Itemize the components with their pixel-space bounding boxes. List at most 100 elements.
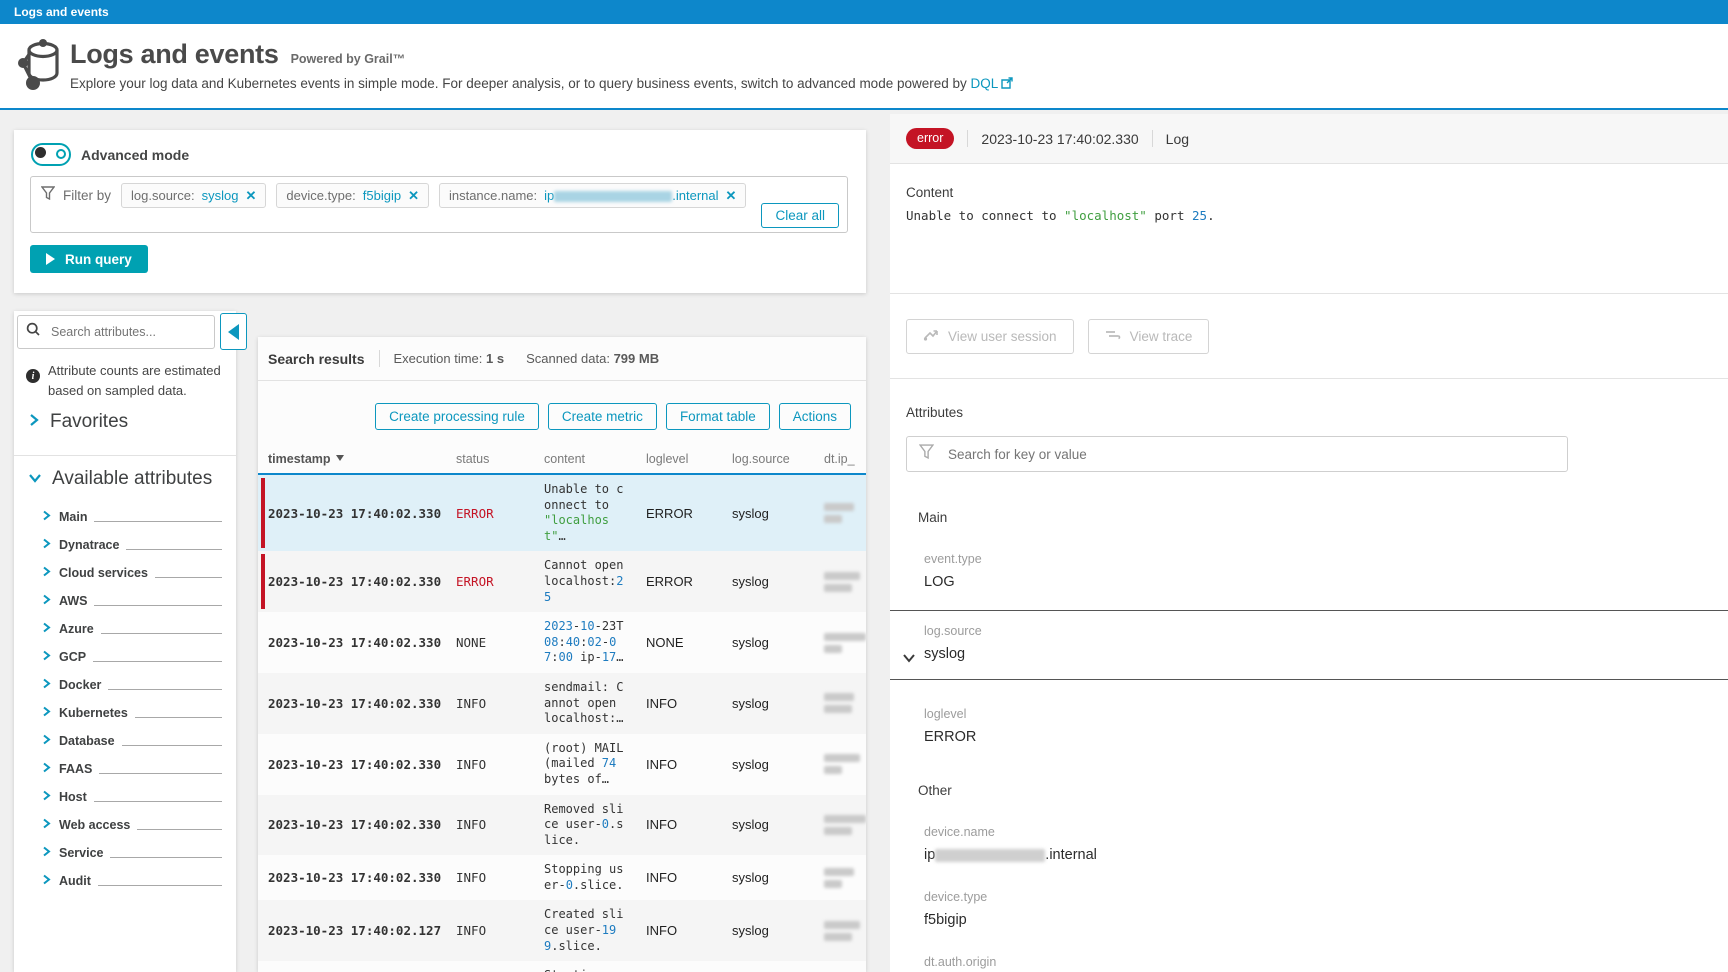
results-toolbar: Create processing rule Create metric Forma… xyxy=(258,381,866,430)
table-row[interactable]: 2023-10-23 17:40:02.330INFORemoved slice… xyxy=(258,795,866,856)
detail-timestamp: 2023-10-23 17:40:02.330 xyxy=(981,131,1138,147)
chevron-down-icon[interactable] xyxy=(902,651,916,669)
redacted-value xyxy=(824,827,852,835)
filter-chip-instance-name[interactable]: instance.name: ip.internal ✕ xyxy=(439,183,746,208)
cell-dt-ip-redacted xyxy=(824,572,866,592)
attribute-group-audit[interactable]: Audit xyxy=(14,867,236,895)
table-row[interactable]: 2023-10-23 17:40:02.127INFOCreated slice… xyxy=(258,900,866,961)
attribute-group-dynatrace[interactable]: Dynatrace xyxy=(14,531,236,559)
attribute-group-label: Database xyxy=(59,734,115,748)
table-row[interactable]: 2023-10-23 17:40:02.127INFOStarting user… xyxy=(258,961,866,972)
play-icon xyxy=(46,253,55,265)
create-metric-button[interactable]: Create metric xyxy=(548,403,657,430)
run-query-button[interactable]: Run query xyxy=(30,245,148,273)
attribute-item-dt-auth-origin[interactable]: dt.auth.origindt0c01.W xyxy=(924,955,1728,972)
filter-box[interactable]: Filter by log.source:syslog✕device.type:… xyxy=(30,176,848,233)
favorites-section-toggle[interactable]: Favorites xyxy=(28,411,128,433)
text-token: : xyxy=(558,635,565,649)
remove-filter-icon[interactable]: ✕ xyxy=(245,189,256,202)
cell-logsource: syslog xyxy=(732,696,824,711)
redacted-value xyxy=(824,880,842,888)
table-row[interactable]: 2023-10-23 17:40:02.330NONE2023-10-23T08… xyxy=(258,612,866,673)
actions-button[interactable]: Actions xyxy=(779,403,851,430)
filter-chip-value: ip.internal xyxy=(544,188,718,203)
cell-dt-ip-redacted xyxy=(824,754,866,774)
redacted-value xyxy=(824,572,860,580)
page-title: Logs and events xyxy=(70,39,279,70)
attribute-item-device-name[interactable]: device.nameip.internal xyxy=(924,825,1728,863)
search-results-title: Search results xyxy=(268,351,365,367)
attribute-group-host[interactable]: Host xyxy=(14,783,236,811)
view-trace-button[interactable]: View trace xyxy=(1088,319,1210,354)
attribute-group-label: AWS xyxy=(59,594,87,608)
attribute-group-service[interactable]: Service xyxy=(14,839,236,867)
text-token: Unable to connect to xyxy=(544,482,623,512)
cell-timestamp: 2023-10-23 17:40:02.330 xyxy=(268,696,456,711)
attribute-value: f5bigip xyxy=(924,912,1728,928)
attribute-group-docker[interactable]: Docker xyxy=(14,671,236,699)
number-token: 74 xyxy=(602,756,616,770)
table-row[interactable]: 2023-10-23 17:40:02.330ERRORUnable to co… xyxy=(258,475,866,551)
redacted-value xyxy=(824,645,842,653)
attribute-group-web-access[interactable]: Web access xyxy=(14,811,236,839)
remove-filter-icon[interactable]: ✕ xyxy=(408,189,419,202)
attribute-group-azure[interactable]: Azure xyxy=(14,615,236,643)
attribute-group-gcp[interactable]: GCP xyxy=(14,643,236,671)
advanced-mode-toggle[interactable] xyxy=(31,143,71,166)
available-attributes-section-toggle[interactable]: Available attributes xyxy=(28,468,212,490)
cell-status: NONE xyxy=(456,635,544,650)
remove-filter-icon[interactable]: ✕ xyxy=(726,189,737,202)
chevron-right-icon xyxy=(28,411,40,433)
chevron-right-icon xyxy=(42,788,51,806)
view-user-session-button[interactable]: View user session xyxy=(906,319,1074,354)
cell-logsource: syslog xyxy=(732,506,824,521)
collapse-sidebar-button[interactable] xyxy=(220,313,247,350)
attribute-group-aws[interactable]: AWS xyxy=(14,587,236,615)
attribute-kv-search-input[interactable] xyxy=(946,446,1555,463)
query-builder-card: Advanced mode Filter by log.source:syslo… xyxy=(14,130,866,293)
filter-chip-log-source[interactable]: log.source:syslog✕ xyxy=(121,183,266,208)
attribute-group-cloud-services[interactable]: Cloud services xyxy=(14,559,236,587)
attribute-group-kubernetes[interactable]: Kubernetes xyxy=(14,699,236,727)
attribute-group-faas[interactable]: FAAS xyxy=(14,755,236,783)
cell-loglevel: INFO xyxy=(646,696,732,711)
filter-chip-key: instance.name: xyxy=(449,188,537,203)
filter-chip-device-type[interactable]: device.type:f5bigip✕ xyxy=(276,183,429,208)
table-row[interactable]: 2023-10-23 17:40:02.330ERRORCannot open … xyxy=(258,551,866,612)
dql-link[interactable]: DQL xyxy=(971,76,999,91)
column-header-timestamp[interactable]: timestamp xyxy=(268,452,456,466)
table-row[interactable]: 2023-10-23 17:40:02.330INFOStopping user… xyxy=(258,855,866,900)
number-token: 40 xyxy=(566,635,580,649)
attribute-item-device-type[interactable]: device.typef5bigip xyxy=(924,890,1728,928)
cell-content: Unable to connect to "localhost"… xyxy=(544,475,628,551)
severity-bar xyxy=(261,478,265,548)
clear-all-button[interactable]: Clear all xyxy=(761,203,839,228)
cell-content: Removed slice user-0.slice. xyxy=(544,795,628,856)
value-suffix: .internal xyxy=(1045,847,1097,863)
table-row[interactable]: 2023-10-23 17:40:02.330 INFO sendmail: Can… xyxy=(258,673,866,734)
top-bar: Logs and events xyxy=(0,0,1728,24)
attribute-section-title-other: Other xyxy=(918,783,1728,798)
cell-dt-ip-redacted xyxy=(824,693,866,713)
severity-bar xyxy=(261,554,265,609)
attribute-item-event-type[interactable]: event.typeLOG xyxy=(924,552,1728,590)
filter-chip-key: device.type: xyxy=(286,188,355,203)
table-row[interactable]: 2023-10-23 17:40:02.330INFO(root) MAIL (… xyxy=(258,734,866,795)
attribute-group-database[interactable]: Database xyxy=(14,727,236,755)
attribute-item-log-source[interactable]: log.sourcesyslog xyxy=(890,610,1728,680)
format-table-button[interactable]: Format table xyxy=(666,403,770,430)
cell-content: Cannot open localhost:25 xyxy=(544,551,628,612)
text-token: sendmail: Cannot open localhost:… xyxy=(544,680,623,725)
attribute-group-main[interactable]: Main xyxy=(14,503,236,531)
attribute-kv-search-box[interactable] xyxy=(906,436,1568,472)
attribute-item-loglevel[interactable]: loglevelERROR xyxy=(924,707,1728,745)
attribute-search-box[interactable] xyxy=(17,315,215,349)
redacted-value xyxy=(935,849,1045,862)
number-token: 02 xyxy=(587,635,601,649)
log-content-text: Unable to connect to "localhost" port 25… xyxy=(906,208,1712,223)
underline-rule xyxy=(99,773,222,774)
execution-time: Execution time: 1 s xyxy=(394,351,505,366)
create-processing-rule-button[interactable]: Create processing rule xyxy=(375,403,539,430)
attribute-search-input[interactable] xyxy=(49,324,206,340)
top-bar-title: Logs and events xyxy=(14,5,109,19)
